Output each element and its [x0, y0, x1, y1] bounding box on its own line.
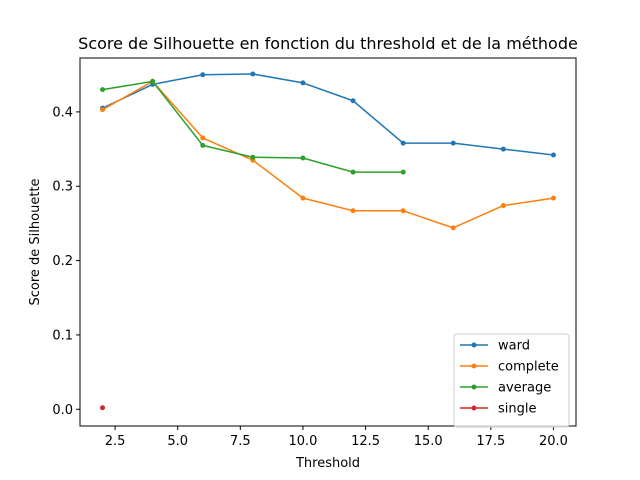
y-tick-label: 0.0	[52, 403, 73, 418]
y-tick-label: 0.4	[52, 105, 73, 120]
data-point-average	[100, 87, 106, 93]
y-tick-label: 0.1	[52, 328, 73, 343]
legend-marker	[471, 405, 477, 411]
plot-marks	[100, 71, 556, 411]
legend-marker	[471, 363, 477, 369]
series-single	[100, 405, 106, 411]
legend-label: single	[498, 402, 537, 417]
legend-label: complete	[498, 360, 559, 375]
x-tick-label: 2.5	[105, 434, 126, 449]
data-point-complete	[500, 203, 506, 209]
x-axis-ticks: 2.5 5.0 7.5 10.0 12.5 15.0 17.5 20.0	[105, 426, 568, 449]
legend-item-ward: ward	[460, 339, 530, 354]
legend-item-average: average	[460, 381, 551, 396]
data-point-ward	[200, 72, 206, 78]
data-point-complete	[400, 208, 406, 214]
legend-label: average	[498, 381, 551, 396]
legend-marker	[471, 342, 477, 348]
y-axis-label: Score de Silhouette	[28, 178, 43, 305]
data-point-complete	[450, 225, 456, 231]
data-point-complete	[350, 208, 356, 214]
x-tick-label: 10.0	[288, 434, 317, 449]
y-tick-label: 0.2	[52, 254, 73, 269]
series-average	[100, 78, 406, 175]
data-point-complete	[300, 195, 306, 201]
x-tick-label: 15.0	[414, 434, 443, 449]
data-point-ward	[550, 152, 556, 158]
legend-marker	[471, 384, 477, 390]
chart-title: Score de Silhouette en fonction du thres…	[78, 34, 578, 53]
data-point-ward	[350, 98, 356, 104]
data-point-ward	[400, 140, 406, 146]
legend-box	[453, 333, 570, 428]
legend-label: ward	[498, 339, 530, 354]
data-point-complete	[100, 107, 106, 113]
data-point-single	[100, 405, 106, 411]
x-tick-label: 7.5	[230, 434, 251, 449]
data-point-average	[300, 155, 306, 161]
series-line-complete	[102, 80, 554, 229]
series-line-ward	[102, 73, 554, 156]
data-point-average	[150, 78, 156, 84]
data-point-complete	[200, 135, 206, 141]
legend-item-single: single	[460, 402, 537, 417]
data-point-average	[250, 154, 256, 160]
legend: ward complete average single	[453, 333, 570, 428]
y-tick-label: 0.3	[52, 180, 73, 195]
data-point-ward	[450, 140, 456, 146]
data-point-ward	[300, 80, 306, 86]
legend-item-complete: complete	[460, 360, 559, 375]
x-axis-label: Threshold	[295, 456, 360, 471]
x-tick-label: 17.5	[476, 434, 505, 449]
x-tick-label: 12.5	[351, 434, 380, 449]
data-point-average	[400, 169, 406, 175]
data-point-complete	[550, 195, 556, 201]
x-tick-label: 20.0	[539, 434, 568, 449]
data-point-average	[350, 169, 356, 175]
data-point-ward	[250, 71, 256, 77]
data-point-ward	[500, 146, 506, 152]
x-tick-label: 5.0	[167, 434, 188, 449]
y-axis-ticks: 0.0 0.1 0.2 0.3 0.4	[52, 105, 80, 418]
data-point-average	[200, 142, 206, 148]
axes-frame	[79, 57, 577, 427]
